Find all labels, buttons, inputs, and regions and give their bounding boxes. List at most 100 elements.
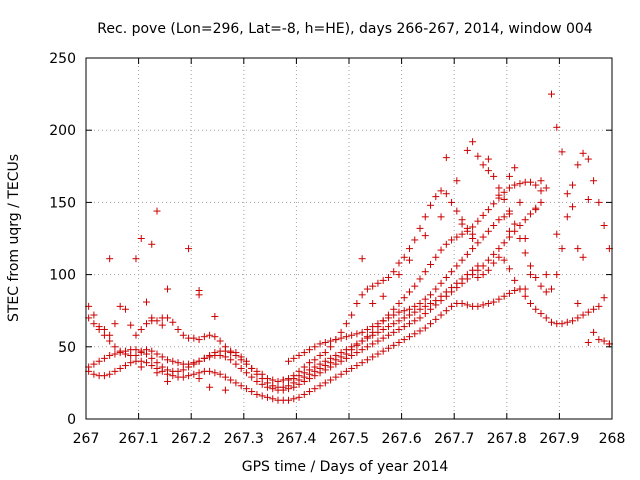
data-point <box>600 222 608 230</box>
data-point <box>390 311 398 319</box>
data-point <box>379 292 387 300</box>
data-point <box>421 295 429 303</box>
data-point <box>90 320 98 328</box>
data-point <box>500 188 508 196</box>
data-point <box>495 216 503 224</box>
data-point <box>169 318 177 326</box>
data-point <box>211 369 219 377</box>
data-point <box>348 331 356 339</box>
data-point <box>600 337 608 345</box>
data-point <box>369 282 377 290</box>
x-tick-label: 267.7 <box>434 431 474 447</box>
data-point <box>490 250 498 258</box>
data-point <box>421 268 429 276</box>
data-point <box>569 317 577 325</box>
x-tick-label: 267 <box>73 431 100 447</box>
data-point <box>142 350 150 358</box>
data-point <box>579 311 587 319</box>
data-point <box>290 354 298 362</box>
data-point <box>358 328 366 336</box>
data-point <box>427 201 435 209</box>
data-point <box>111 350 119 358</box>
data-point <box>516 222 524 230</box>
data-point <box>511 286 519 294</box>
data-point <box>295 351 303 359</box>
data-point <box>526 299 534 307</box>
data-point <box>579 253 587 261</box>
data-point <box>363 356 371 364</box>
data-point <box>400 323 408 331</box>
data-point <box>521 235 529 242</box>
data-point <box>353 330 361 338</box>
data-point <box>379 276 387 284</box>
data-point <box>469 266 477 274</box>
data-point <box>526 271 534 279</box>
data-point <box>584 155 592 163</box>
data-point <box>232 351 240 359</box>
data-point <box>463 301 471 309</box>
data-point <box>505 207 513 215</box>
data-point <box>458 256 466 264</box>
data-point <box>142 298 150 306</box>
data-point <box>463 271 471 279</box>
data-point <box>332 351 340 359</box>
data-point <box>379 334 387 342</box>
data-point <box>106 255 114 263</box>
data-point <box>306 375 314 383</box>
data-point <box>290 375 298 383</box>
data-point <box>405 333 413 341</box>
data-point <box>374 320 382 328</box>
data-point <box>469 245 477 253</box>
data-point <box>332 336 340 344</box>
data-point <box>437 187 445 195</box>
data-point <box>442 273 450 281</box>
data-point <box>537 282 545 290</box>
data-point <box>311 343 319 351</box>
data-point <box>295 372 303 380</box>
data-point <box>442 288 450 296</box>
data-point <box>316 369 324 377</box>
data-point <box>463 250 471 258</box>
data-point <box>269 395 277 403</box>
data-point <box>316 351 324 359</box>
data-point <box>437 279 445 287</box>
data-point <box>127 359 135 367</box>
data-point <box>537 310 545 318</box>
data-point <box>590 328 598 336</box>
y-tick-label: 0 <box>67 412 76 428</box>
data-point <box>490 172 498 180</box>
data-point <box>190 370 198 378</box>
data-point <box>206 383 214 391</box>
data-point <box>227 349 235 357</box>
data-point <box>311 372 319 380</box>
data-point <box>121 347 129 355</box>
data-point <box>379 325 387 333</box>
data-point <box>421 213 429 221</box>
data-point <box>484 167 492 175</box>
data-point <box>321 357 329 365</box>
data-point <box>542 184 550 192</box>
data-point <box>427 320 435 328</box>
data-point <box>427 291 435 299</box>
data-point <box>416 275 424 283</box>
data-point <box>537 198 545 206</box>
data-point <box>295 393 303 401</box>
data-point <box>458 230 466 238</box>
data-point <box>216 337 224 345</box>
data-point <box>153 350 161 358</box>
y-axis-ticks: 0 50 100 150 200 250 <box>49 51 612 428</box>
data-point <box>411 317 419 325</box>
data-point <box>453 262 461 270</box>
data-point <box>221 353 229 361</box>
y-tick-label: 100 <box>49 268 76 284</box>
data-point <box>384 323 392 331</box>
data-point <box>90 370 98 378</box>
data-point <box>437 311 445 319</box>
data-point <box>463 146 471 154</box>
data-point <box>253 370 261 378</box>
data-point <box>90 360 98 368</box>
data-point <box>437 246 445 254</box>
data-point <box>526 178 534 186</box>
data-point <box>306 359 314 367</box>
data-point <box>516 285 524 293</box>
